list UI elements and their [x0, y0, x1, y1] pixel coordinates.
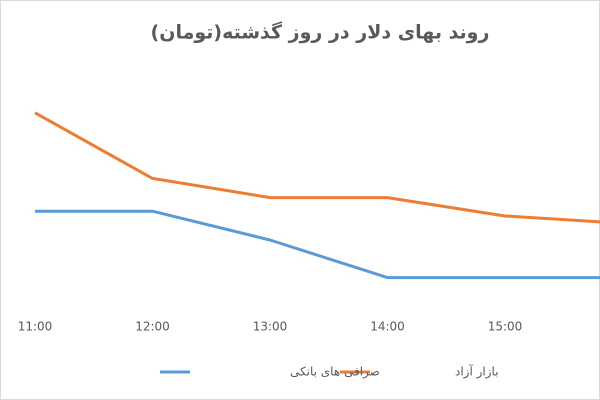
x-tick-label: 11:00: [18, 320, 53, 334]
legend-label: بازار آزاد: [455, 364, 499, 380]
line-series: [34, 111, 600, 224]
legend-label: صرافی های بانکی: [290, 365, 380, 380]
x-tick-label: 12:00: [135, 320, 170, 334]
chart-title: روند بهای دلار در روز گذشته(تومان): [151, 21, 490, 44]
x-tick-label: 13:00: [253, 320, 288, 334]
line-series: [35, 209, 600, 280]
x-tick-label: 14:00: [370, 320, 405, 334]
x-tick-label: 15:00: [488, 320, 523, 334]
